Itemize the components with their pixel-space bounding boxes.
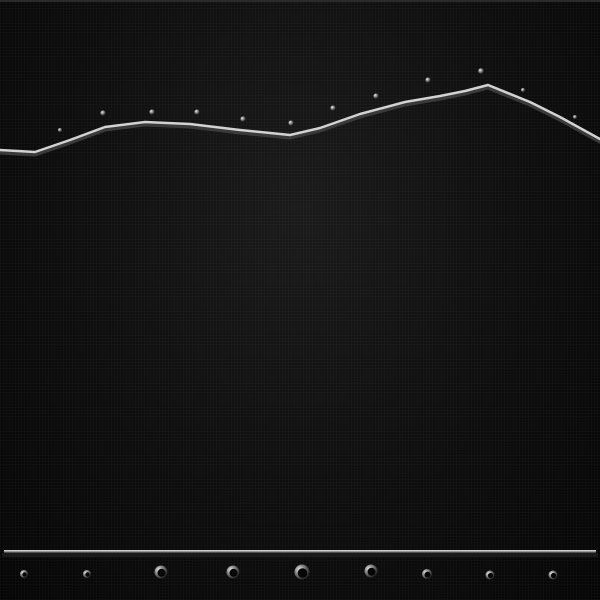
lower-rivets: [20, 564, 558, 580]
rivet: [373, 93, 379, 99]
rivet: [100, 110, 106, 116]
rivet: [226, 565, 240, 579]
rivet: [154, 565, 168, 579]
ridge-line: [0, 83, 600, 154]
rivet: [478, 68, 484, 74]
rivet: [149, 109, 155, 115]
rivet: [485, 570, 495, 580]
rivet: [330, 105, 336, 111]
rivet: [83, 570, 91, 578]
bottom-rail-shadow: [2, 553, 598, 557]
rivet: [58, 128, 62, 132]
rivet: [548, 570, 558, 580]
rivet: [422, 569, 432, 579]
rivet: [20, 570, 28, 578]
rivet: [294, 564, 310, 580]
rivet: [288, 120, 294, 126]
bottom-rail: [4, 550, 596, 553]
rivet: [364, 564, 378, 578]
rivet: [521, 88, 525, 92]
rivet: [573, 115, 577, 119]
rivet: [240, 116, 246, 122]
ridge-shadow: [0, 84, 600, 157]
top-edge: [0, 0, 600, 2]
rivet: [194, 109, 200, 115]
rivet: [425, 77, 431, 83]
upper-rivets: [58, 68, 577, 132]
